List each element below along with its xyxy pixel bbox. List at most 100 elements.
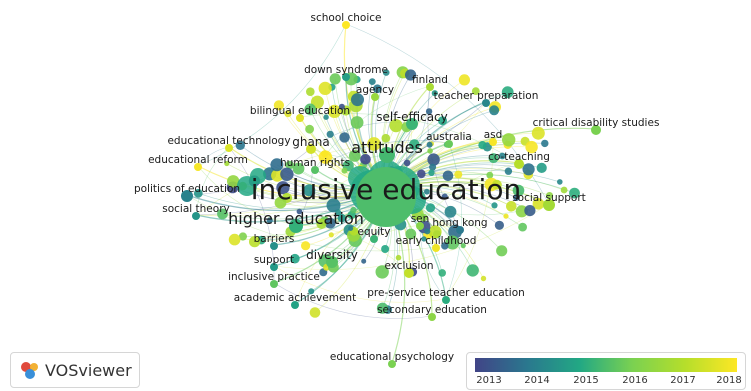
node-human-rights[interactable] [311, 166, 319, 174]
vosviewer-logo-text: VOSviewer [45, 361, 132, 380]
node-bilingual-education[interactable] [296, 114, 304, 122]
node-australia[interactable] [445, 140, 453, 148]
node-barriers[interactable] [270, 242, 278, 250]
node-diversity[interactable] [326, 256, 338, 268]
node-support[interactable] [270, 263, 278, 271]
background-node [285, 160, 295, 170]
network-edge [419, 224, 447, 300]
network-edge [445, 142, 462, 300]
background-node [329, 73, 341, 85]
background-node [224, 160, 230, 167]
background-node [532, 198, 545, 210]
background-node [503, 213, 509, 219]
node-teacher-preparation[interactable] [482, 99, 490, 107]
background-node [545, 192, 554, 200]
background-node [445, 235, 460, 250]
node-self-efficacy[interactable] [406, 118, 418, 130]
node-finland[interactable] [426, 83, 434, 91]
background-node [491, 202, 498, 209]
node-inclusive-practice[interactable] [270, 280, 278, 288]
background-node [478, 141, 487, 150]
background-node [284, 110, 292, 118]
background-node [492, 179, 502, 190]
legend-tick-2016: 2016 [622, 375, 648, 386]
background-node [417, 169, 426, 179]
background-node [569, 187, 580, 199]
background-node [217, 208, 228, 220]
node-pre-service-teacher-education[interactable] [442, 296, 450, 304]
background-node [531, 126, 545, 140]
node-educational-technology[interactable] [225, 144, 233, 152]
network-edge [273, 203, 550, 270]
background-node [304, 103, 317, 116]
background-node [361, 258, 367, 264]
background-node [266, 217, 273, 224]
node-hong-kong[interactable] [456, 226, 464, 234]
vosviewer-logo: VOSviewer [10, 352, 140, 388]
node-school-choice[interactable] [342, 21, 350, 29]
background-node [360, 154, 371, 165]
background-node [308, 288, 315, 295]
background-node [488, 153, 499, 164]
node-social-support[interactable] [543, 199, 555, 211]
background-node [424, 188, 430, 195]
background-node [421, 236, 427, 242]
background-node [350, 206, 357, 214]
background-node [337, 213, 346, 223]
background-node [368, 78, 376, 85]
background-node [376, 302, 389, 314]
background-node [536, 162, 547, 173]
node-social-theory[interactable] [192, 212, 200, 220]
node-down-syndrome[interactable] [342, 73, 350, 81]
background-node [471, 87, 480, 95]
node-agency[interactable] [371, 93, 379, 101]
node-co-teaching[interactable] [514, 159, 524, 169]
node-academic-achievement[interactable] [291, 301, 299, 309]
background-node [227, 175, 240, 188]
background-node [235, 140, 245, 150]
background-node [438, 116, 447, 126]
background-node [309, 307, 321, 318]
node-sen[interactable] [416, 222, 424, 230]
background-node [442, 170, 454, 182]
node-exclusion[interactable] [404, 268, 414, 278]
background-node [428, 169, 435, 176]
node-secondary-education[interactable] [428, 313, 436, 321]
background-node [318, 81, 332, 95]
node-attitudes[interactable] [379, 147, 395, 163]
background-node [318, 150, 333, 164]
background-node [557, 179, 563, 185]
year-color-legend: 2013 2014 2015 2016 2017 2018 [466, 352, 746, 390]
background-node [348, 226, 354, 231]
background-node [328, 232, 334, 238]
background-node [348, 150, 361, 162]
background-node [425, 108, 433, 115]
node-ghana[interactable] [306, 144, 316, 154]
background-node [316, 218, 327, 229]
node-educational-reform[interactable] [194, 163, 202, 171]
background-node [303, 184, 316, 197]
background-node [426, 141, 433, 148]
background-node [238, 232, 247, 241]
node-equity[interactable] [370, 235, 378, 243]
node-early-childhood[interactable] [432, 244, 440, 252]
node-inclusive-education[interactable] [356, 167, 416, 227]
background-node [403, 159, 411, 167]
node-politics-of-education[interactable] [181, 190, 193, 202]
background-node [273, 100, 284, 111]
background-node [193, 188, 203, 198]
background-node [460, 243, 466, 249]
background-node [290, 253, 300, 264]
vosviewer-logo-icon [21, 362, 38, 379]
background-node [522, 163, 535, 176]
background-node [504, 167, 513, 175]
background-node [326, 130, 334, 138]
node-educational-psychology[interactable] [388, 360, 396, 368]
background-node [444, 205, 457, 218]
background-node [335, 209, 342, 216]
node-asd[interactable] [489, 138, 497, 146]
node-critical-disability-studies[interactable] [591, 125, 601, 135]
background-node [338, 103, 345, 110]
node-higher-education[interactable] [289, 219, 303, 233]
